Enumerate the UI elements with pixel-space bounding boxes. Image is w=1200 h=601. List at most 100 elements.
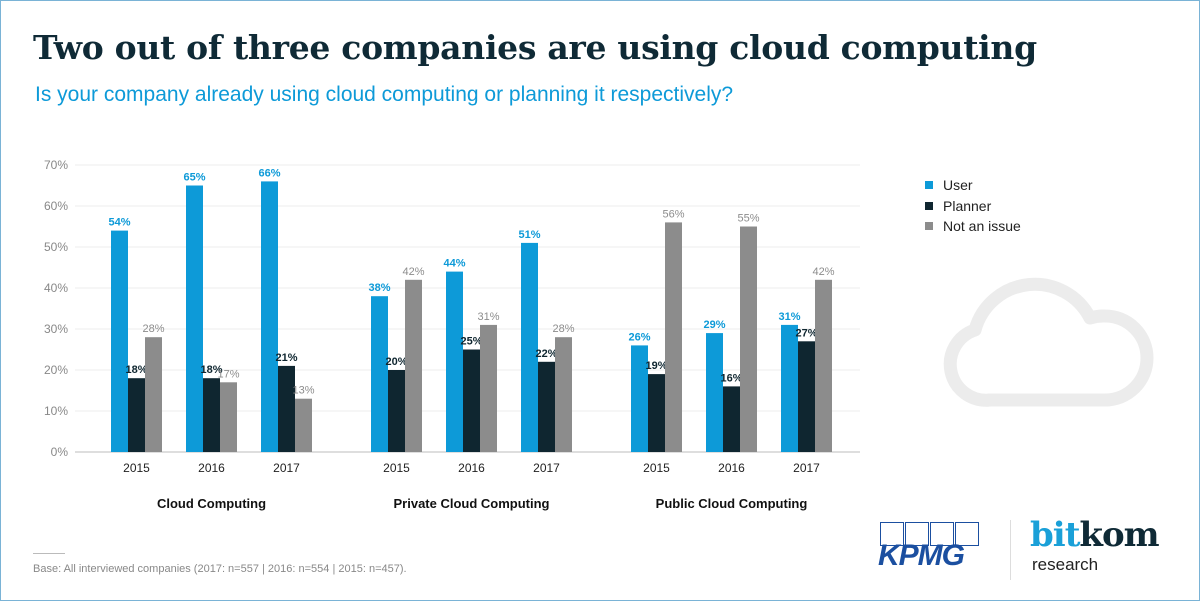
bar-not-an-issue [405,279,422,452]
x-tick-label: 2017 [273,461,300,475]
x-tick-label: 2015 [383,461,410,475]
group-label: Private Cloud Computing [394,496,550,511]
bar-user [631,345,648,452]
y-tick-label: 70% [44,158,68,172]
data-label: 65% [183,172,205,184]
y-tick-label: 50% [44,240,68,254]
bar-user [261,181,278,452]
bar-planner [203,378,220,452]
bar-user [446,271,463,452]
bar-planner [463,349,480,452]
bar-user [371,296,388,452]
logos: KPMG bitkom research [878,515,1180,585]
x-tick-label: 2017 [793,461,820,475]
data-label: 21% [275,352,297,364]
legend: User Planner Not an issue [925,175,1021,237]
x-tick-label: 2015 [123,461,150,475]
x-tick-label: 2017 [533,461,560,475]
bitkom-logo: bitkom [1030,515,1160,555]
data-label: 26% [628,331,650,343]
bar-not-an-issue [665,222,682,452]
chart-subtitle: Is your company already using cloud comp… [35,83,734,106]
data-label: 25% [460,336,482,348]
data-label: 42% [402,266,424,278]
data-label: 19% [645,360,667,372]
bar-not-an-issue [555,337,572,452]
bar-not-an-issue [480,324,497,452]
bar-planner [723,386,740,452]
data-label: 17% [217,368,239,380]
y-tick-label: 60% [44,199,68,213]
footnote: Base: All interviewed companies (2017: n… [33,563,407,575]
cloud-icon [930,270,1160,424]
legend-swatch-user [925,181,933,190]
logo-divider [1010,520,1011,580]
y-tick-label: 0% [51,445,69,459]
data-label: 28% [142,323,164,335]
bar-user [781,324,798,452]
bar-planner [798,341,815,452]
kpmg-box [930,522,954,546]
x-tick-label: 2015 [643,461,670,475]
bitkom-research-label: research [1032,555,1099,574]
legend-swatch-planner [925,201,933,210]
y-tick-label: 40% [44,281,68,295]
data-label: 27% [795,327,817,339]
bar-planner [278,365,295,452]
data-label: 31% [477,311,499,323]
legend-item-user: User [925,175,1021,196]
y-tick-label: 30% [44,322,68,336]
legend-item-not-an-issue: Not an issue [925,216,1021,237]
bar-not-an-issue [740,226,757,452]
data-label: 66% [258,167,280,179]
bar-not-an-issue [145,337,162,452]
data-label: 13% [292,385,314,397]
data-label: 51% [518,229,540,241]
y-tick-label: 20% [44,363,68,377]
bar-user [521,242,538,452]
kpmg-logo-text: KPMG [878,539,965,572]
kpmg-logo-boxes [880,522,990,546]
data-label: 55% [737,213,759,225]
bar-planner [128,378,145,452]
bar-planner [648,374,665,452]
x-tick-label: 2016 [718,461,745,475]
bar-not-an-issue [220,382,237,452]
bitkom-logo-kom: kom [1079,515,1159,555]
data-label: 16% [720,372,742,384]
group-label: Public Cloud Computing [656,496,808,511]
legend-swatch-not-an-issue [925,222,933,231]
kpmg-box [880,522,904,546]
legend-label-user: User [943,177,973,194]
chart-title: Two out of three companies are using clo… [33,28,1037,67]
y-tick-label: 10% [44,404,68,418]
data-label: 18% [200,364,222,376]
data-label: 38% [368,282,390,294]
legend-label-not-an-issue: Not an issue [943,218,1021,235]
group-label: Cloud Computing [157,496,266,511]
bar-planner [388,370,405,452]
x-tick-label: 2016 [198,461,225,475]
bar-user [186,185,203,452]
bar-not-an-issue [295,398,312,452]
kpmg-box [905,522,929,546]
kpmg-box [955,522,979,546]
data-label: 31% [778,311,800,323]
footer-divider [33,553,65,554]
x-tick-label: 2016 [458,461,485,475]
data-label: 22% [535,348,557,360]
data-label: 20% [385,356,407,368]
bitkom-logo-bit: bit [1030,515,1080,555]
data-label: 28% [552,323,574,335]
kpmg-logo: KPMG [878,522,990,577]
legend-item-planner: Planner [925,196,1021,217]
bar-not-an-issue [815,279,832,452]
legend-label-planner: Planner [943,197,992,214]
data-label: 42% [812,266,834,278]
bar-planner [538,361,555,452]
data-label: 29% [703,319,725,331]
bar-user [706,333,723,452]
data-label: 56% [662,208,684,220]
bar-user [111,230,128,452]
